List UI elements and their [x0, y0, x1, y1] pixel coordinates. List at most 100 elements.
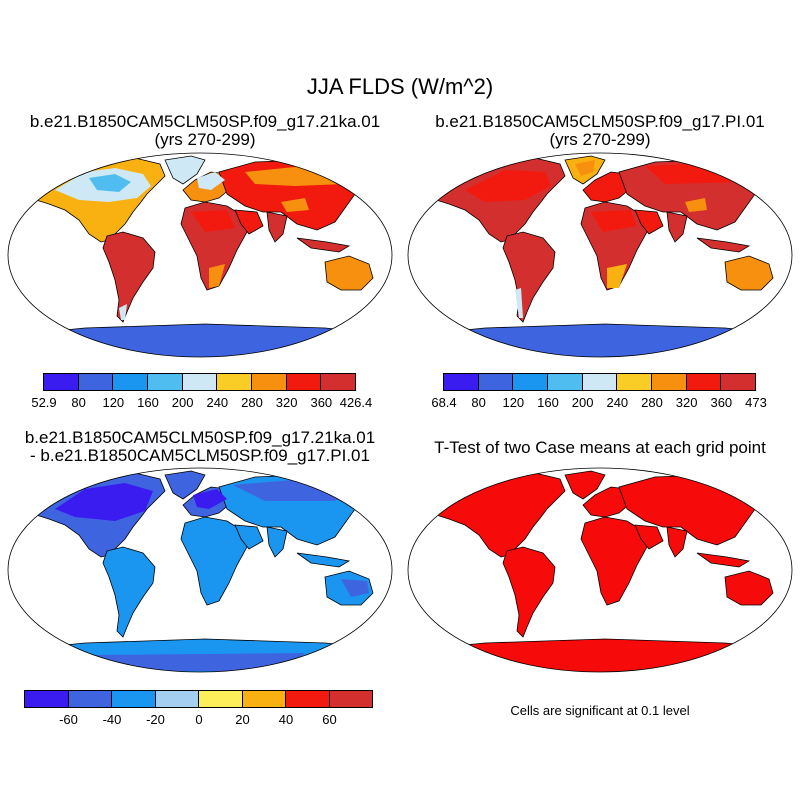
colorbar-box-8 — [320, 373, 357, 391]
shade-sahara-red — [591, 210, 637, 232]
colorbar-tick-label: 120 — [102, 395, 125, 410]
colorbar-box-8 — [720, 373, 757, 391]
colorbar-box-3 — [154, 690, 199, 708]
colorbar-tick-label: 68.4 — [431, 395, 457, 410]
colorbar-tick-label: 60 — [322, 712, 337, 727]
shade-fennoscandian-ice — [197, 172, 225, 190]
colorbar-box-5 — [241, 690, 286, 708]
panel-4-title: T-Test of two Case means at each grid po… — [434, 438, 766, 457]
shade-canada-red — [465, 170, 551, 202]
shade-antarctic-strong — [95, 653, 305, 671]
panel-3-title-line-1: b.e21.B1850CAM5CLM50SP.f09_g17.21ka.01 — [24, 428, 376, 447]
colorbar-box-1 — [477, 373, 514, 391]
colorbar-tick-label: 360 — [310, 395, 333, 410]
land-antarctica — [423, 638, 783, 672]
colorbar-tick-label: 80 — [471, 395, 486, 410]
panel-1-title-line-2: (yrs 270-299) — [154, 130, 256, 149]
land-greenland — [164, 155, 206, 185]
shade-south-africa-orange — [209, 264, 225, 288]
panel-3-title-line-2: - b.e21.B1850CAM5CLM50SP.f09_g17.PI.01 — [30, 446, 370, 465]
colorbar-tick-label: 160 — [137, 395, 159, 410]
land-africa — [180, 516, 248, 606]
shade-greenland-orange — [575, 160, 595, 176]
colorbar-box-1 — [67, 690, 112, 708]
land-south-america — [102, 231, 156, 323]
colorbar-box-6 — [651, 373, 687, 391]
land-antarctica — [23, 323, 383, 357]
land-south-america — [502, 546, 556, 638]
shade-andes-light — [515, 288, 523, 318]
colorbar-tick-label: 52.9 — [31, 395, 57, 410]
colorbar-box-7 — [285, 373, 322, 391]
shade-patagonia-ice — [119, 304, 127, 320]
land-australia — [724, 570, 774, 606]
land-india — [266, 526, 288, 558]
colorbar-tick-label: 320 — [275, 395, 298, 410]
map-border — [407, 467, 793, 673]
colorbar-boxes — [24, 690, 373, 708]
colorbar-tick-label: 240 — [606, 395, 629, 410]
colorbar-box-6 — [251, 373, 287, 391]
colorbar-box-6 — [285, 690, 330, 708]
colorbar-box-5 — [616, 373, 653, 391]
panel-2-title-line-2: (yrs 270-299) — [549, 130, 651, 149]
land-arabia — [634, 209, 664, 235]
colorbar-box-3 — [147, 373, 183, 391]
land-indonesia — [296, 237, 351, 253]
colorbar-box-0 — [443, 373, 479, 391]
colorbar-box-2 — [112, 373, 149, 391]
map-border — [7, 152, 393, 358]
land-antarctica — [423, 323, 783, 357]
colorbar-tick-label: 40 — [278, 712, 294, 727]
colorbar-tick-label: 20 — [235, 712, 250, 727]
shade-north-america-strong — [55, 483, 153, 521]
shade-europe-strong — [193, 489, 227, 509]
land-south-america — [502, 231, 556, 323]
colorbar-box-2 — [111, 690, 156, 708]
land-indonesia — [696, 552, 751, 568]
colorbar-tick-label: 160 — [537, 395, 559, 410]
colorbar-box-0 — [43, 373, 79, 391]
map-border — [407, 152, 793, 358]
colorbar-tick-label: 280 — [641, 395, 663, 410]
colorbar-labels: 52.9 80 120 160 200 240 280 320 360 426.4 — [31, 391, 372, 410]
map-panel-4 — [407, 467, 793, 673]
shade-south-africa-orange — [607, 264, 627, 288]
colorbar-panel-3: -60 -40 -20 0 20 40 60 — [24, 690, 373, 727]
shade-laurentide-core — [89, 174, 131, 192]
land-arabia — [234, 524, 264, 550]
land-greenland — [164, 470, 206, 500]
land-south-america — [102, 546, 156, 638]
colorbar-labels: -60 -40 -20 0 20 40 60 — [25, 708, 373, 727]
shade-siberia-red — [645, 162, 765, 184]
map-panel-3 — [7, 467, 393, 673]
land-layer — [23, 155, 383, 357]
land-greenland — [564, 470, 606, 500]
map-border — [7, 467, 393, 673]
colorbar-tick-label: -40 — [102, 712, 122, 727]
colorbar-box-3 — [547, 373, 583, 391]
colorbar-box-5 — [216, 373, 253, 391]
land-india — [666, 526, 688, 558]
land-india — [266, 211, 288, 243]
colorbar-box-7 — [328, 690, 373, 708]
colorbar-labels: 68.4 80 120 160 200 240 280 320 360 473 — [431, 391, 767, 410]
colorbar-boxes — [443, 373, 757, 391]
shade-tibet-orange — [685, 198, 707, 212]
land-arabia — [634, 524, 664, 550]
shade-australia-mid — [341, 579, 369, 597]
colorbar-tick-label: 473 — [745, 395, 767, 410]
map-panel-1 — [7, 152, 393, 358]
colorbar-tick-label: 360 — [710, 395, 733, 410]
panel-1-title-line-1: b.e21.B1850CAM5CLM50SP.f09_g17.21ka.01 — [29, 112, 381, 131]
land-indonesia — [296, 552, 351, 568]
colorbar-box-2 — [512, 373, 549, 391]
land-indonesia — [696, 237, 751, 253]
land-australia — [724, 255, 774, 291]
colorbar-box-4 — [198, 690, 243, 708]
colorbar-panel-1: 52.9 80 120 160 200 240 280 320 360 426.4 — [31, 373, 372, 410]
colorbar-tick-label: -20 — [146, 712, 165, 727]
colorbar-tick-label: -60 — [59, 712, 78, 727]
colorbar-tick-label: 240 — [206, 395, 229, 410]
figure-title: JJA FLDS (W/m^2) — [306, 74, 494, 99]
